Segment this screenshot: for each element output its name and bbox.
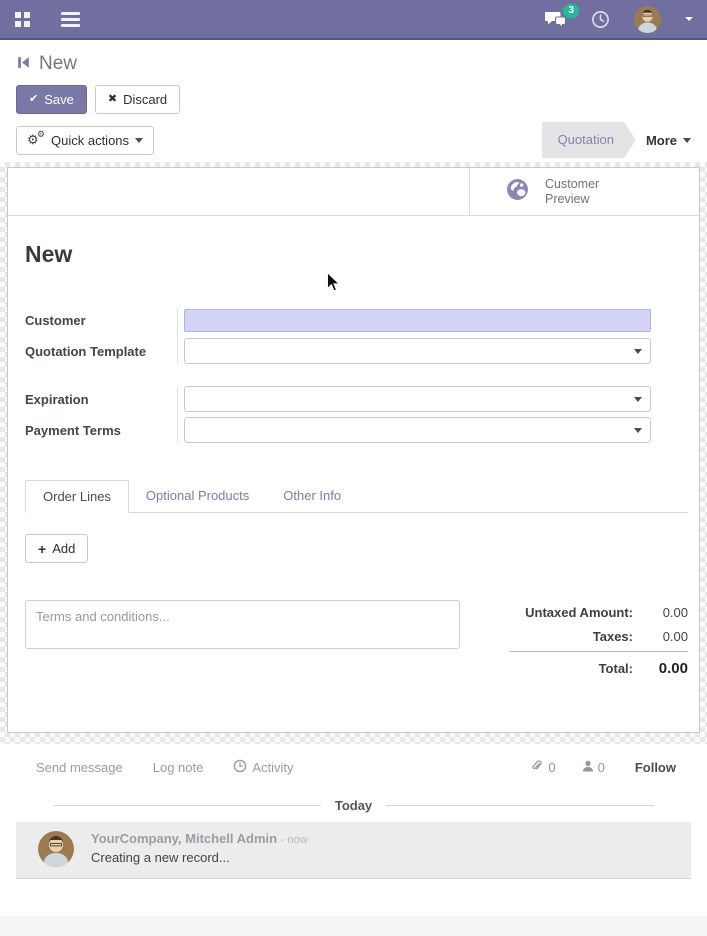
footer-strip [0, 916, 707, 936]
message-count-badge: 3 [563, 3, 579, 18]
follow-button[interactable]: Follow [634, 759, 676, 775]
tab-other-info[interactable]: Other Info [283, 488, 342, 503]
message-avatar [38, 831, 74, 867]
form-toolbar: ⚙ ⚙ Quick actions Quotation More [0, 118, 707, 162]
chatter: Send message Log note Activity [0, 744, 707, 879]
terms-and-conditions-input[interactable] [25, 600, 460, 649]
apps-grid-icon[interactable] [14, 11, 31, 28]
field-row-payment-terms: Payment Terms [25, 417, 688, 443]
more-button[interactable]: More [636, 122, 707, 158]
notebook: Order Lines Optional Products Other Info… [25, 480, 688, 563]
user-avatar[interactable] [634, 5, 661, 33]
group-separator [177, 307, 178, 364]
field-group-top: Customer Quotation Template [25, 307, 688, 364]
save-button[interactable]: ✔ Save [16, 85, 87, 114]
chevron-down-icon [683, 137, 691, 143]
breadcrumb-title: New [39, 53, 78, 74]
send-message-button[interactable]: Send message [36, 759, 123, 775]
field-row-customer: Customer [25, 307, 688, 333]
totals-block: Untaxed Amount: 0.00 Taxes: 0.00 Total: … [510, 600, 688, 680]
form-view-background: Customer Preview New Customer Quotation … [0, 162, 707, 744]
statusbar: Quotation More [542, 122, 707, 158]
message-item: YourCompany, Mitchell Admin - now Creati… [16, 822, 691, 879]
field-row-expiration: Expiration [25, 386, 688, 412]
field-row-quotation-template: Quotation Template [25, 338, 688, 364]
customer-preview-button[interactable]: Customer Preview [469, 168, 699, 215]
chevron-down-icon[interactable] [634, 397, 642, 402]
field-group-bottom: Expiration Payment Terms [25, 386, 688, 443]
date-divider: Today [53, 798, 654, 813]
message-body: Creating a new record... [91, 850, 230, 865]
payment-terms-label: Payment Terms [25, 422, 121, 438]
group-separator [177, 386, 178, 443]
message-content: YourCompany, Mitchell Admin - now Creati… [91, 831, 308, 867]
control-panel: New ✔ Save ✖ Discard [0, 40, 707, 118]
customer-preview-label: Customer Preview [545, 176, 600, 206]
expiration-input[interactable] [184, 386, 651, 412]
payment-terms-input[interactable] [184, 417, 651, 443]
add-line-button[interactable]: + Add [25, 534, 89, 563]
taxes-value: 0.00 [662, 628, 688, 644]
message-timestamp: - now [280, 834, 308, 846]
button-box: Customer Preview [8, 168, 699, 216]
total-row: Total: 0.00 [598, 659, 688, 677]
quotation-template-label: Quotation Template [25, 343, 147, 359]
untaxed-amount-row: Untaxed Amount: 0.00 [525, 604, 688, 620]
check-icon: ✔ [29, 93, 39, 105]
paperclip-icon [530, 759, 544, 776]
chevron-down-icon[interactable] [634, 428, 642, 433]
form-sheet: Customer Preview New Customer Quotation … [7, 167, 700, 733]
breadcrumb-back-icon[interactable] [16, 55, 31, 73]
activity-systray-clock-icon[interactable] [591, 10, 610, 29]
totals-divider [510, 651, 688, 652]
user-menu-caret-icon[interactable] [685, 17, 693, 21]
plus-icon: + [38, 540, 47, 557]
discard-button[interactable]: ✖ Discard [94, 85, 181, 114]
activity-clock-icon [233, 759, 247, 776]
x-icon: ✖ [107, 93, 118, 105]
quotation-template-input[interactable] [184, 338, 651, 364]
expiration-label: Expiration [25, 391, 89, 407]
tab-order-lines[interactable]: Order Lines [25, 480, 129, 513]
followers-counter[interactable]: 0 [582, 760, 605, 775]
attachments-counter[interactable]: 0 [530, 759, 556, 776]
breadcrumb: New [16, 53, 691, 75]
message-author[interactable]: YourCompany, Mitchell Admin [91, 831, 278, 846]
top-navbar: 3 [0, 0, 707, 40]
customer-input[interactable] [184, 308, 651, 332]
status-quotation[interactable]: Quotation [542, 122, 636, 158]
chevron-down-icon[interactable] [634, 349, 642, 354]
taxes-row: Taxes: 0.00 [592, 628, 688, 644]
gears-icon: ⚙ ⚙ [27, 129, 45, 147]
chevron-down-icon [135, 137, 144, 143]
total-value: 0.00 [658, 659, 688, 677]
log-note-button[interactable]: Log note [152, 759, 204, 775]
tab-optional-products[interactable]: Optional Products [145, 488, 250, 503]
messages-icon[interactable]: 3 [545, 3, 579, 28]
untaxed-amount-value: 0.00 [662, 604, 688, 620]
activity-button[interactable]: Activity [233, 759, 294, 776]
globe-icon [506, 178, 529, 205]
quick-actions-button[interactable]: ⚙ ⚙ Quick actions [16, 125, 155, 155]
person-icon [582, 760, 594, 775]
customer-label: Customer [25, 312, 86, 328]
record-title: New [25, 241, 73, 267]
menu-icon[interactable] [61, 11, 80, 27]
